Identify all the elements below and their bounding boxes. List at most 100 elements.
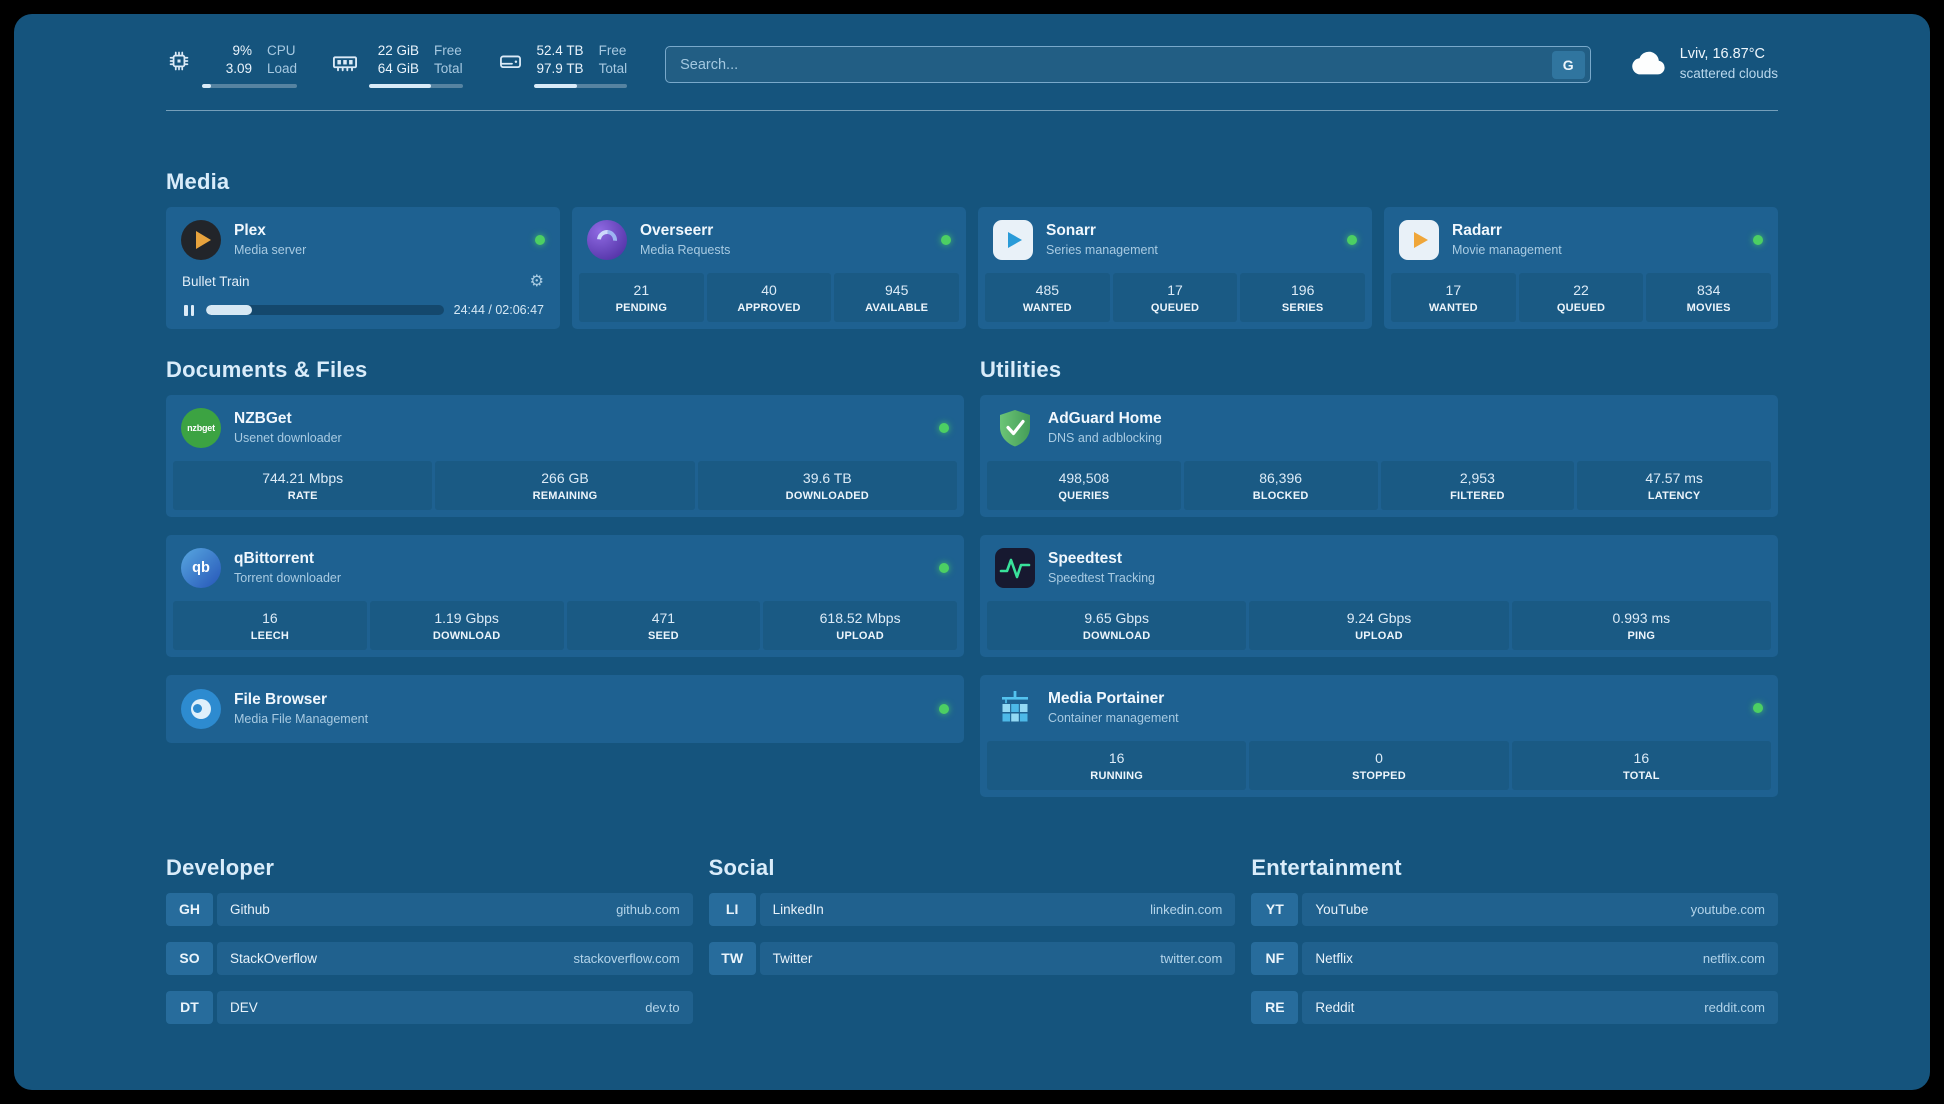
bookmark-abbr: LI xyxy=(708,892,756,926)
bookmark-url: dev.to xyxy=(645,999,680,1015)
status-dot xyxy=(1753,234,1763,245)
app-name: qBittorrent xyxy=(234,550,315,568)
bookmark-netflix[interactable]: NF Netflix netflix.com xyxy=(1251,941,1778,975)
stat-box: 1.19 Gbps DOWNLOAD xyxy=(369,600,564,650)
app-name: File Browser xyxy=(234,691,328,709)
app-card-adguard[interactable]: AdGuard Home DNS and adblocking 498,508 … xyxy=(980,394,1778,517)
topbar-divider xyxy=(166,109,1778,111)
app-name: Speedtest xyxy=(1048,550,1123,568)
app-card-overseerr[interactable]: Overseerr Media Requests 21 PENDING 40 A… xyxy=(572,206,966,329)
status-dot xyxy=(941,234,951,245)
bookmark-name: LinkedIn xyxy=(772,901,824,917)
app-subtitle: Movie management xyxy=(1452,243,1562,258)
status-dot xyxy=(535,234,545,245)
app-name: Sonarr xyxy=(1046,222,1096,240)
adguard-icon xyxy=(995,408,1035,448)
stat-value: 945 xyxy=(885,281,909,298)
bookmark-url: twitter.com xyxy=(1160,950,1223,966)
stat-label: LEECH xyxy=(250,629,290,642)
app-subtitle: Speedtest Tracking xyxy=(1048,571,1156,586)
app-card-filebrowser[interactable]: File Browser Media File Management xyxy=(166,674,964,743)
app-card-sonarr[interactable]: Sonarr Series management 485 WANTED 17 Q… xyxy=(978,206,1372,329)
stat-value: 17 xyxy=(1445,281,1462,298)
bookmark-abbr: YT xyxy=(1251,892,1299,926)
bookmark-twitter[interactable]: TW Twitter twitter.com xyxy=(708,941,1236,975)
section-heading-utilities: Utilities xyxy=(980,356,1062,382)
bookmark-github[interactable]: GH Github github.com xyxy=(166,892,693,926)
app-name: Overseerr xyxy=(640,222,714,240)
stat-value: 16 xyxy=(262,609,278,626)
app-card-nzbget[interactable]: nzbget NZBGet Usenet downloader 744.21 M… xyxy=(166,394,964,517)
search-bar: G xyxy=(665,46,1591,83)
bookmark-name: StackOverflow xyxy=(230,950,318,966)
app-card-plex[interactable]: Plex Media server Bullet Train ⚙ 24:44 /… xyxy=(166,206,560,329)
stat-box: 39.6 TB DOWNLOADED xyxy=(697,460,957,510)
app-card-radarr[interactable]: Radarr Movie management 17 WANTED 22 QUE… xyxy=(1384,206,1778,329)
bookmark-abbr: DT xyxy=(166,990,213,1024)
stat-box: 471 SEED xyxy=(566,600,761,650)
stat-value: 744.21 Mbps xyxy=(262,469,344,486)
app-subtitle: Media File Management xyxy=(234,712,369,727)
cpu-load-value: 3.09 xyxy=(225,60,252,76)
stat-label: DOWNLOAD xyxy=(1082,629,1151,642)
disk-free-value: 52.4 TB xyxy=(536,43,584,58)
search-input[interactable] xyxy=(680,56,1544,73)
bookmark-url: stackoverflow.com xyxy=(573,950,680,966)
stat-label: UPLOAD xyxy=(836,629,884,642)
stat-value: 485 xyxy=(1035,281,1060,298)
app-subtitle: Container management xyxy=(1048,711,1179,726)
app-name: NZBGet xyxy=(234,410,292,428)
stat-label: BLOCKED xyxy=(1252,489,1309,502)
stat-box: 86,396 BLOCKED xyxy=(1183,460,1378,510)
bookmark-stackoverflow[interactable]: SO StackOverflow stackoverflow.com xyxy=(166,941,693,975)
app-card-qbittorrent[interactable]: qb qBittorrent Torrent downloader 16 LEE… xyxy=(166,534,964,657)
stat-value: 0 xyxy=(1375,749,1383,766)
disk-total-value: 97.9 TB xyxy=(536,60,584,76)
stat-box: 16 TOTAL xyxy=(1511,740,1771,790)
pause-button[interactable] xyxy=(182,303,196,318)
stat-label: FILTERED xyxy=(1450,489,1505,502)
stat-box: 17 WANTED xyxy=(1391,272,1516,322)
stat-label: SEED xyxy=(647,629,679,642)
dashboard: 9% 3.09 CPU Load xyxy=(14,14,1930,1090)
stat-label: MOVIES xyxy=(1686,301,1731,314)
app-name: AdGuard Home xyxy=(1048,410,1162,428)
bookmark-abbr: TW xyxy=(708,941,756,975)
bookmark-reddit[interactable]: RE Reddit reddit.com xyxy=(1251,990,1778,1024)
bookmark-dev[interactable]: DT DEV dev.to xyxy=(166,990,693,1024)
playback-time: 24:44 / 02:06:47 xyxy=(453,303,544,318)
app-card-portainer[interactable]: Media Portainer Container management 16 … xyxy=(980,674,1778,797)
bookmark-youtube[interactable]: YT YouTube youtube.com xyxy=(1251,892,1778,926)
stat-value: 9.65 Gbps xyxy=(1084,609,1149,626)
search-engine-button[interactable]: G xyxy=(1551,50,1585,79)
gear-icon[interactable]: ⚙ xyxy=(529,272,544,290)
app-card-speedtest[interactable]: Speedtest Speedtest Tracking 9.65 Gbps D… xyxy=(980,534,1778,657)
bookmark-linkedin[interactable]: LI LinkedIn linkedin.com xyxy=(708,892,1236,926)
stat-label: SERIES xyxy=(1281,301,1324,314)
disk-free-label: Free xyxy=(598,43,627,58)
app-name: Plex xyxy=(234,222,266,240)
stat-box: 196 SERIES xyxy=(1240,272,1366,322)
status-dot xyxy=(939,562,949,573)
stat-box: 744.21 Mbps RATE xyxy=(173,460,433,510)
stat-box: 40 APPROVED xyxy=(706,272,832,322)
qbittorrent-icon: qb xyxy=(181,547,221,588)
cpu-progress-bar xyxy=(202,83,298,88)
app-subtitle: DNS and adblocking xyxy=(1048,431,1162,446)
stat-box: 21 PENDING xyxy=(579,272,704,322)
disk-widget: 52.4 TB 97.9 TB Free Total xyxy=(497,42,628,88)
plex-icon xyxy=(181,219,221,260)
stat-value: 498,508 xyxy=(1058,469,1110,486)
stat-box: 9.24 Gbps UPLOAD xyxy=(1249,600,1509,650)
top-bar: 9% 3.09 CPU Load xyxy=(166,42,1778,88)
bookmark-name: Reddit xyxy=(1315,999,1355,1015)
stat-box: 9.65 Gbps DOWNLOAD xyxy=(987,600,1247,650)
stat-value: 0.993 ms xyxy=(1612,609,1671,626)
stat-label: WANTED xyxy=(1428,301,1478,314)
stat-value: 16 xyxy=(1633,749,1650,766)
stat-box: 266 GB REMAINING xyxy=(435,460,695,510)
stat-value: 40 xyxy=(761,281,777,298)
stat-box: 17 QUEUED xyxy=(1112,272,1238,322)
section-documents: Documents & Files nzbget NZBGet Usenet d… xyxy=(166,357,964,743)
section-developer: Developer GH Github github.com SO StackO… xyxy=(166,855,693,1024)
